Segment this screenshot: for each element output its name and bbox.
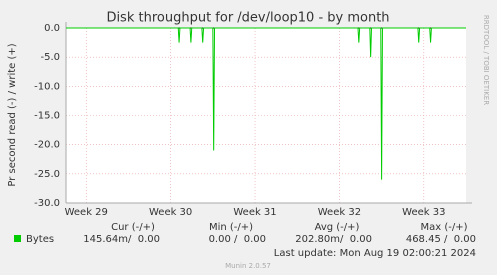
legend-header: Max (-/+) (420, 222, 467, 233)
y-tick-label: -25.0 (34, 169, 60, 180)
legend-value: 202.80m/ 0.00 (295, 234, 372, 245)
legend-value: 468.45 / 0.00 (406, 234, 476, 245)
y-tick-label: 0.0 (44, 23, 60, 34)
x-tick-label: Week 30 (149, 207, 192, 218)
y-tick-label: -20.0 (34, 140, 60, 151)
y-tick-label: -5.0 (40, 52, 60, 63)
legend-header: Avg (-/+) (315, 222, 360, 233)
legend-header: Cur (-/+) (111, 222, 155, 233)
y-tick-label: -15.0 (34, 111, 60, 122)
x-tick-label: Week 29 (65, 207, 108, 218)
y-axis-label: Pr second read (-) / write (+) (7, 43, 18, 186)
side-label: RRDTOOL / TOBI OETIKER (482, 15, 490, 105)
x-tick-label: Week 32 (318, 207, 361, 218)
legend-value: 0.00 / 0.00 (209, 234, 266, 245)
legend-swatch (14, 235, 21, 242)
y-tick-label: -10.0 (34, 81, 60, 92)
x-tick-label: Week 31 (233, 207, 276, 218)
legend-label: Bytes (26, 234, 54, 245)
x-tick-label: Week 33 (402, 207, 445, 218)
legend-value: 145.64m/ 0.00 (83, 234, 160, 245)
y-tick-label: -30.0 (34, 198, 60, 209)
last-update: Last update: Mon Aug 19 02:00:21 2024 (274, 248, 476, 259)
chart-title: Disk throughput for /dev/loop10 - by mon… (106, 11, 389, 26)
series-line (66, 27, 466, 180)
legend-header: Min (-/+) (209, 222, 253, 233)
footer: Munin 2.0.57 (225, 262, 271, 270)
